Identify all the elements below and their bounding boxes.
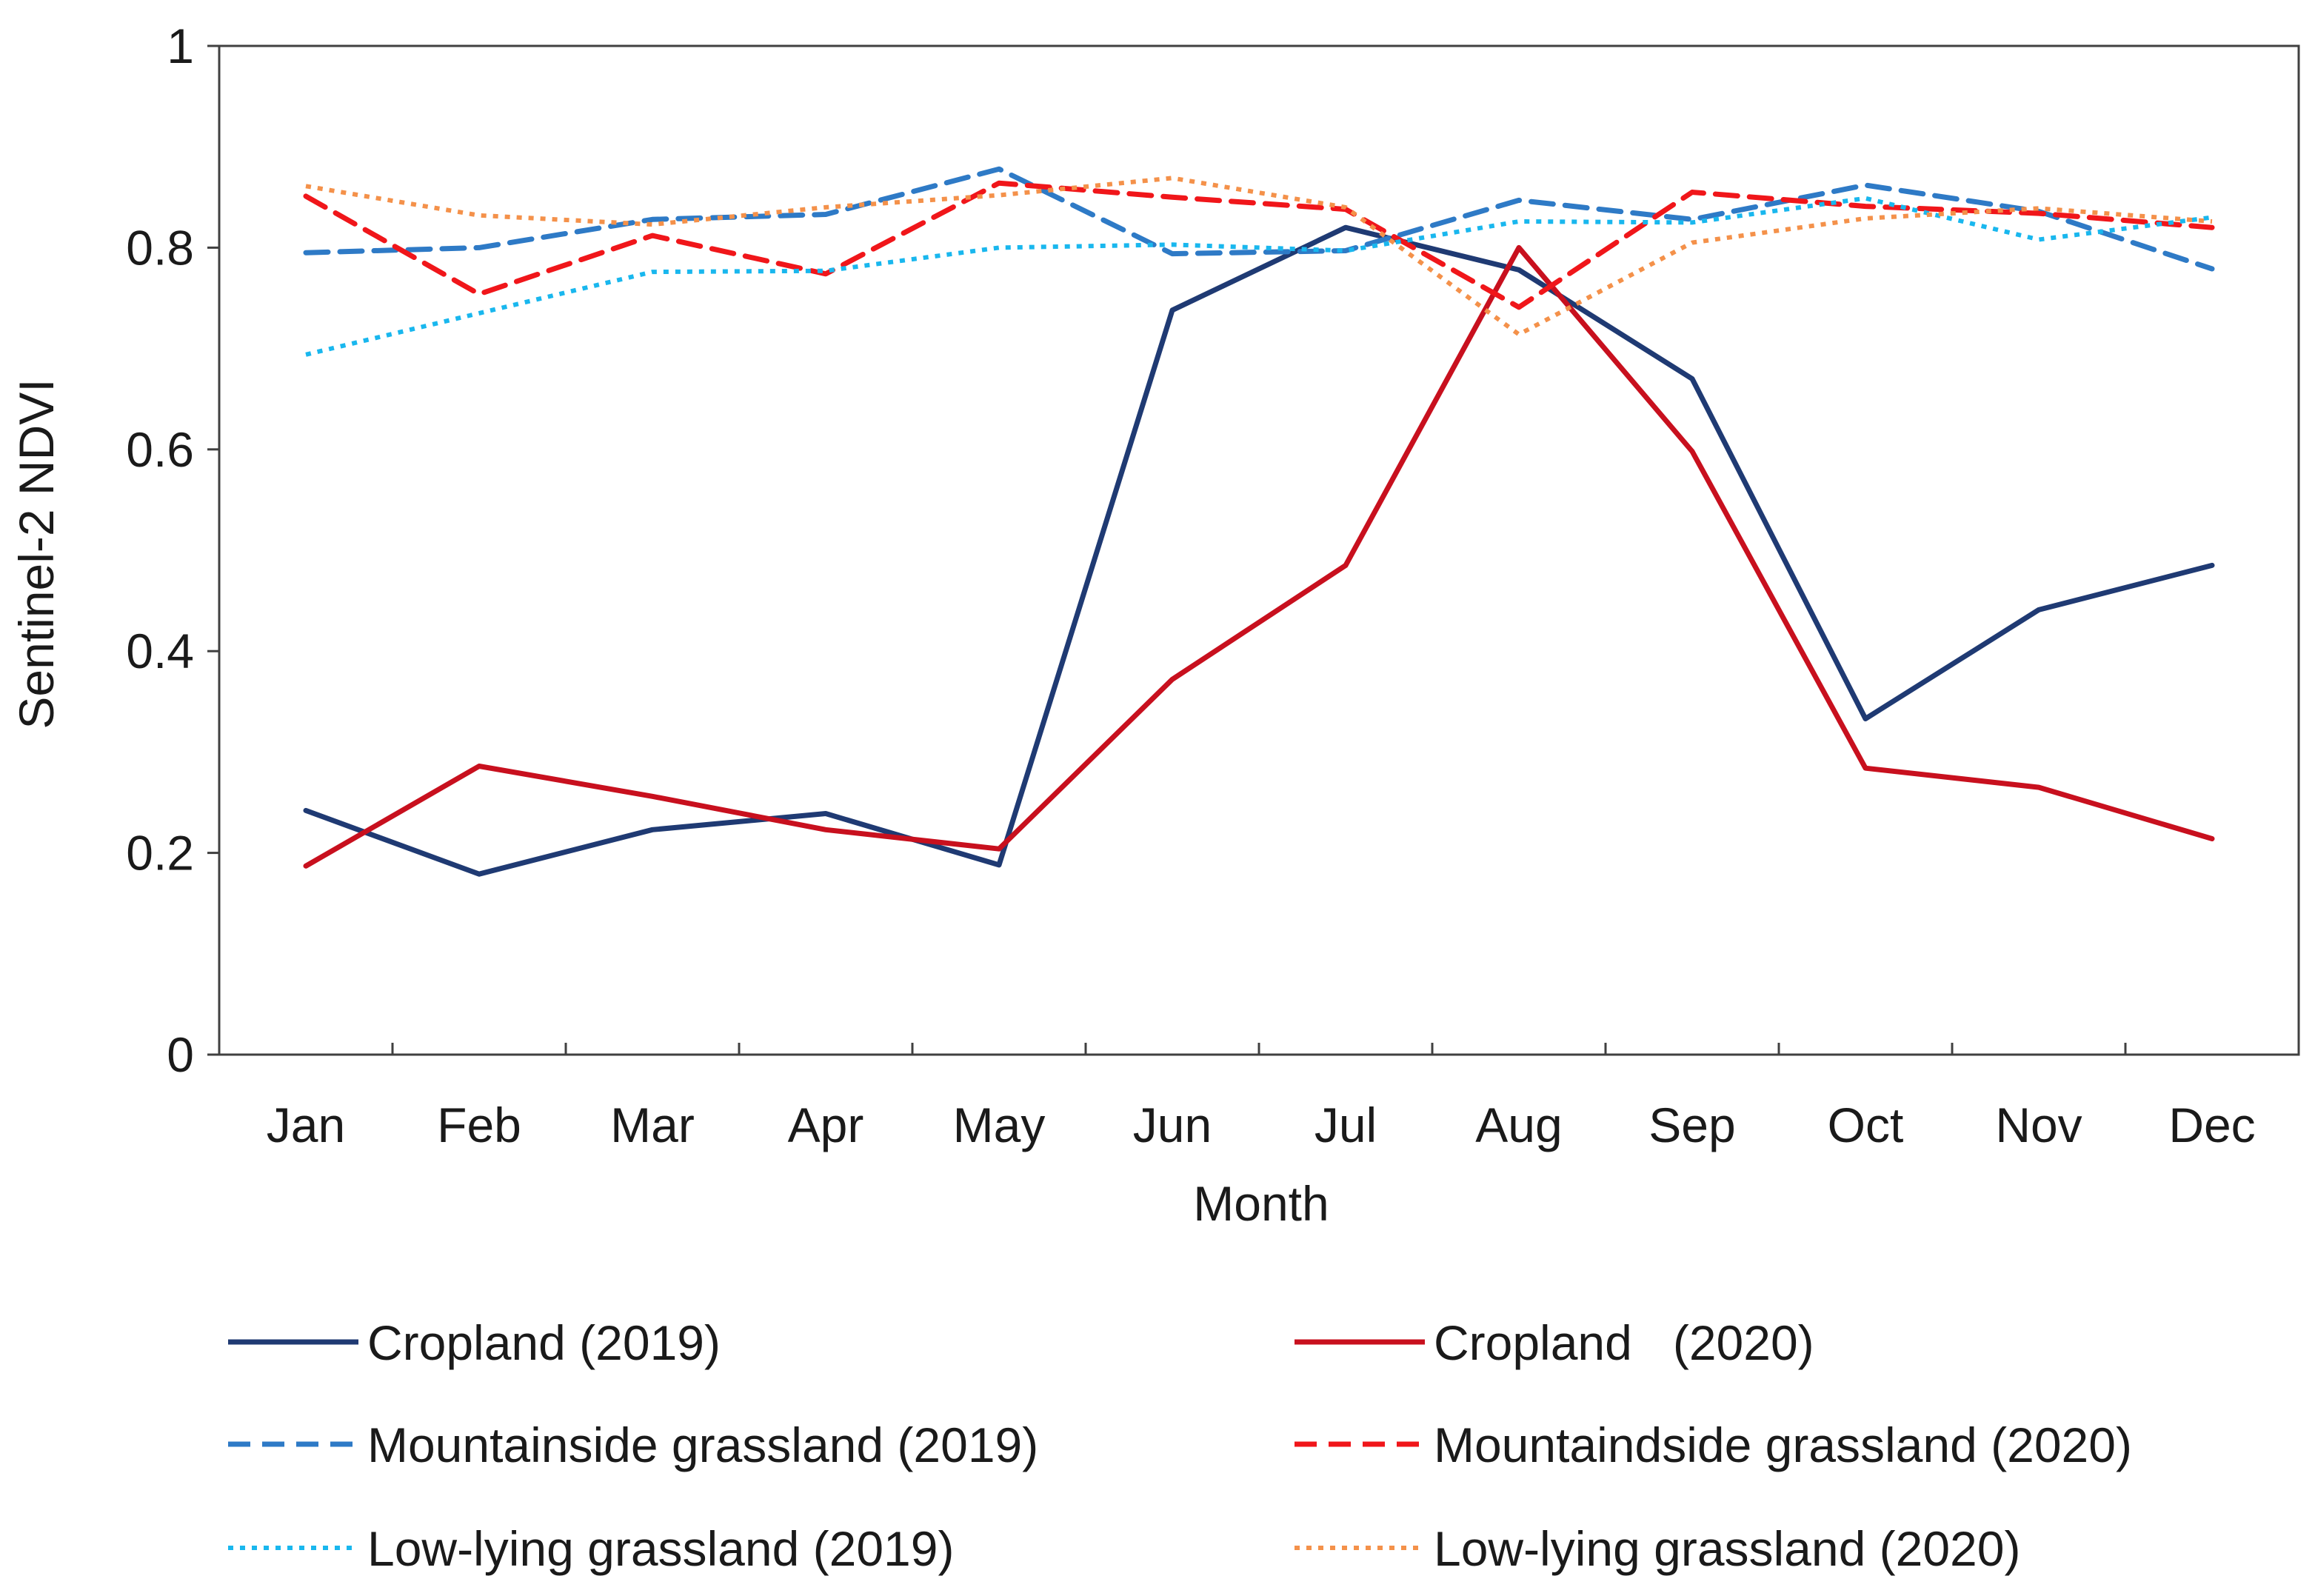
legend-label-mountaindside-grassland-2020: Mountaindside grassland (2020) <box>1434 1418 2132 1472</box>
y-tick-label: 0.4 <box>126 624 194 678</box>
x-tick-label-may: May <box>953 1098 1046 1152</box>
x-tick-label-mar: Mar <box>610 1098 695 1152</box>
axes-layer: 0 0.2 0.4 0.6 0.8 1 Jan Feb Mar Apr May Jun Jul Aug Se… <box>126 19 2255 1152</box>
x-tick-label-feb: Feb <box>437 1098 521 1152</box>
x-tick-label-jul: Jul <box>1314 1098 1377 1152</box>
plot-area <box>218 44 2300 1056</box>
x-tick-label-oct: Oct <box>1828 1098 1904 1152</box>
x-tick-label-aug: Aug <box>1475 1098 1562 1152</box>
x-axis-title: Month <box>1193 1176 1329 1231</box>
y-tick-label: 0.8 <box>126 220 194 275</box>
legend-label-low-lying-grassland-2020: Low-lying grassland (2020) <box>1434 1521 2020 1576</box>
x-tick-label-nov: Nov <box>1995 1098 2082 1152</box>
legend-label-low-lying-grassland-2019: Low-lying grassland (2019) <box>367 1521 954 1576</box>
legend-label-cropland-2019: Cropland (2019) <box>367 1315 721 1370</box>
series-line-low-lying-grassland-2019 <box>305 196 2213 357</box>
x-tick-label-jan: Jan <box>267 1098 345 1152</box>
legend: Cropland (2019) Cropland (2020) Mountainsi… <box>228 1315 2132 1576</box>
series-line-low-lying-grassland-2020 <box>305 176 2213 337</box>
y-tick-label: 0.6 <box>126 422 194 477</box>
y-tick-label: 0.2 <box>126 826 194 881</box>
x-tick-label-apr: Apr <box>788 1098 864 1152</box>
y-tick-label: 0 <box>167 1027 194 1082</box>
series-line-cropland-2020 <box>303 244 2215 869</box>
x-tick-label-dec: Dec <box>2168 1098 2255 1152</box>
x-tick-label-jun: Jun <box>1133 1098 1212 1152</box>
legend-label-mountainside-grassland-2019: Mountainside grassland (2019) <box>367 1418 1038 1472</box>
legend-label-cropland-2020: Cropland (2020) <box>1434 1315 1814 1370</box>
x-tick-label-sep: Sep <box>1648 1098 1735 1152</box>
series-line-mountaindside-grassland-2020 <box>303 180 2215 310</box>
plot-frame <box>218 44 2300 1056</box>
series-layer <box>303 166 2215 877</box>
series-line-cropland-2019 <box>303 224 2215 877</box>
y-axis-title: Sentinel-2 NDVI <box>9 378 64 729</box>
y-tick-label: 1 <box>167 19 194 73</box>
